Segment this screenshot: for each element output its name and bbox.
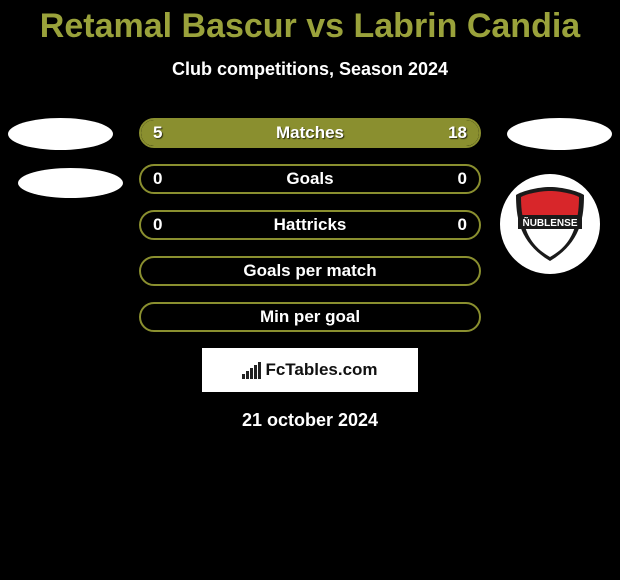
stat-label: Goals per match (243, 261, 376, 281)
stat-label: Min per goal (260, 307, 360, 327)
brand-footer: FcTables.com (202, 348, 418, 392)
stat-row-hattricks: 0 Hattricks 0 (139, 210, 481, 240)
stat-value-left: 0 (153, 169, 162, 189)
player-left-avatar-placeholder (8, 118, 113, 150)
stat-row-goals: 0 Goals 0 (139, 164, 481, 194)
player-right-avatar-placeholder (507, 118, 612, 150)
stat-bars: 5 Matches 18 0 Goals 0 0 Hattricks 0 Goals per ma… (139, 118, 481, 332)
stat-row-min-per-goal: Min per goal (139, 302, 481, 332)
stat-label: Hattricks (274, 215, 347, 235)
stat-value-right: 0 (458, 169, 467, 189)
stat-value-right: 0 (458, 215, 467, 235)
stat-value-left: 5 (153, 123, 162, 143)
comparison-chart: ÑUBLENSE 5 Matches 18 0 Goals 0 0 Hattricks 0 Goa… (0, 118, 620, 332)
brand-text: FcTables.com (265, 360, 377, 380)
player-left-avatar-placeholder-2 (18, 168, 123, 198)
shield-icon: ÑUBLENSE (512, 185, 588, 263)
stat-value-left: 0 (153, 215, 162, 235)
page-title: Retamal Bascur vs Labrin Candia (0, 0, 620, 45)
bar-fill-right (215, 120, 479, 146)
stat-row-matches: 5 Matches 18 (139, 118, 481, 148)
subtitle: Club competitions, Season 2024 (0, 59, 620, 80)
stat-label: Matches (276, 123, 344, 143)
badge-text: ÑUBLENSE (522, 216, 577, 229)
brand-logo-icon (242, 361, 261, 379)
stat-row-goals-per-match: Goals per match (139, 256, 481, 286)
date-text: 21 october 2024 (0, 410, 620, 431)
club-badge: ÑUBLENSE (500, 174, 600, 274)
stat-value-right: 18 (448, 123, 467, 143)
stat-label: Goals (286, 169, 333, 189)
